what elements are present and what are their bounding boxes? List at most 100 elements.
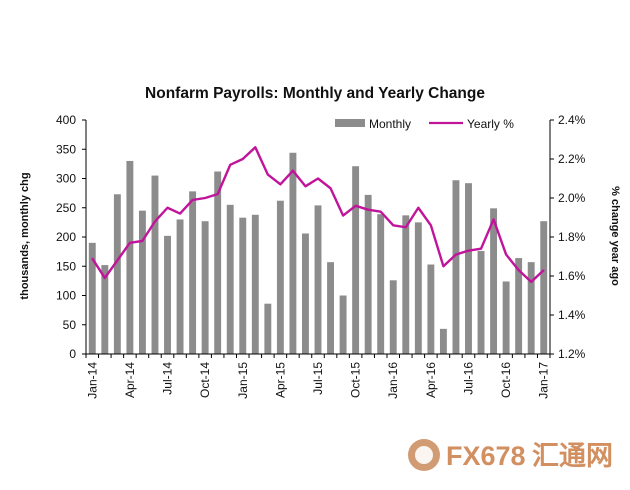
- left-tick-label: 100: [56, 289, 76, 303]
- bar-Apr-15: [276, 200, 284, 354]
- bar-Oct-14: [201, 221, 209, 354]
- yearly-point-Jan-15: [241, 158, 244, 160]
- legend-label-monthly: Monthly: [369, 117, 411, 131]
- bar-Feb-16: [402, 215, 410, 354]
- x-tick-label: Jul-16: [461, 362, 475, 395]
- yearly-point-Jul-14: [166, 206, 169, 209]
- bar-Nov-16: [515, 258, 523, 354]
- yearly-point-Jun-16: [455, 253, 457, 256]
- bar-Aug-15: [327, 262, 334, 354]
- watermark-text: FX678: [446, 441, 526, 471]
- yearly-point-Mar-15: [267, 173, 269, 176]
- bar-Jul-15: [314, 205, 322, 354]
- left-axis-ticks: 0 50 100 150 200 250 300 350 400: [56, 113, 86, 361]
- x-tick-label: Oct-15: [349, 362, 363, 398]
- bar-Dec-14: [226, 204, 234, 354]
- bar-Oct-15: [352, 166, 360, 354]
- right-tick-label: 1.2%: [558, 347, 586, 361]
- yearly-point-Oct-14: [204, 197, 206, 199]
- bar-Jan-14: [88, 242, 96, 354]
- bar-Apr-16: [427, 264, 435, 354]
- bar-Sep-15: [339, 295, 347, 354]
- bar-May-16: [439, 328, 447, 354]
- x-tick-label: Jan-16: [386, 362, 400, 399]
- bar-Feb-14: [101, 265, 109, 354]
- x-tick-label: Jan-17: [537, 362, 551, 399]
- x-tick-label: Jul-14: [161, 362, 175, 395]
- bar-Aug-16: [477, 251, 485, 354]
- yearly-point-Jan-17: [542, 269, 545, 271]
- chart-title: Nonfarm Payrolls: Monthly and Yearly Cha…: [145, 85, 485, 102]
- legend-swatch-monthly: [335, 119, 365, 127]
- yearly-point-Feb-15: [254, 146, 257, 149]
- bar-May-14: [138, 210, 146, 354]
- bar-Dec-15: [377, 214, 385, 354]
- right-axis-title: % change year ago: [609, 186, 621, 286]
- legend: Monthly Yearly %: [335, 117, 514, 131]
- yearly-point-Dec-16: [530, 281, 532, 283]
- left-tick-label: 50: [63, 318, 77, 332]
- x-tick-label: Apr-15: [273, 362, 287, 398]
- right-tick-label: 1.4%: [558, 308, 586, 322]
- x-tick-label: Jul-15: [311, 362, 325, 395]
- line-series-yearly: [91, 146, 545, 284]
- right-tick-label: 1.8%: [558, 230, 586, 244]
- bar-Mar-16: [414, 222, 422, 355]
- yearly-point-Jan-16: [392, 224, 395, 227]
- left-tick-label: 0: [69, 347, 76, 361]
- bar-Jan-17: [540, 221, 548, 354]
- yearly-point-Sep-15: [342, 214, 344, 217]
- bar-Nov-15: [364, 194, 372, 354]
- right-tick-label: 2.0%: [558, 191, 586, 205]
- legend-label-yearly: Yearly %: [467, 117, 514, 131]
- bar-May-15: [289, 152, 297, 354]
- yearly-point-Sep-16: [492, 218, 495, 221]
- yearly-point-Jul-15: [317, 177, 319, 180]
- bar-Mar-15: [264, 303, 272, 354]
- yearly-point-Oct-16: [505, 253, 507, 256]
- x-tick-label: Oct-14: [198, 362, 212, 398]
- yearly-point-Dec-14: [229, 164, 232, 166]
- yearly-point-Jun-14: [154, 220, 156, 223]
- x-tick-label: Jan-14: [85, 362, 99, 399]
- yearly-point-Feb-16: [404, 226, 407, 229]
- yearly-point-Nov-14: [216, 193, 219, 195]
- bar-series-monthly: [88, 152, 548, 355]
- bar-Jan-15: [239, 217, 247, 354]
- bar-Nov-14: [214, 171, 222, 354]
- bar-Dec-16: [527, 262, 535, 354]
- yearly-point-Jul-16: [467, 249, 470, 252]
- yearly-point-Nov-15: [367, 208, 369, 211]
- yearly-point-Mar-14: [116, 259, 119, 262]
- x-tick-label: Oct-16: [499, 362, 513, 398]
- left-tick-label: 200: [56, 230, 76, 244]
- watermark-cjk-text: 汇通网: [532, 441, 613, 471]
- bar-Jun-14: [151, 175, 159, 354]
- yearly-point-Nov-16: [517, 269, 520, 271]
- x-axis-ticks: Jan-14 Apr-14 Jul-14 Oct-14 Jan-15 Apr-15 Jul-…: [85, 354, 551, 399]
- yearly-point-May-16: [442, 265, 445, 268]
- yearly-point-Apr-14: [129, 242, 131, 244]
- bar-Aug-14: [176, 219, 184, 354]
- yearly-point-May-15: [292, 169, 294, 172]
- yearly-point-Aug-15: [329, 187, 332, 190]
- yearly-point-Mar-16: [417, 206, 420, 209]
- right-tick-label: 2.2%: [558, 152, 586, 166]
- left-axis-title: thousands, monthly chg: [19, 172, 31, 299]
- left-tick-label: 150: [56, 259, 76, 273]
- left-tick-label: 300: [56, 172, 76, 186]
- bar-Jun-16: [452, 180, 460, 354]
- yearly-point-Aug-14: [179, 212, 181, 215]
- x-tick-label: Apr-16: [424, 362, 438, 398]
- yearly-point-Jan-14: [91, 257, 94, 260]
- watermark: FX678 汇通网: [408, 439, 613, 471]
- yearly-point-Aug-16: [480, 247, 482, 250]
- bar-Feb-15: [251, 214, 259, 354]
- bar-Apr-14: [126, 160, 134, 354]
- bar-Oct-16: [502, 281, 510, 354]
- yearly-point-Feb-14: [104, 277, 106, 279]
- right-tick-label: 1.6%: [558, 269, 586, 283]
- yearly-point-Sep-14: [191, 199, 194, 201]
- bar-Sep-14: [189, 191, 197, 354]
